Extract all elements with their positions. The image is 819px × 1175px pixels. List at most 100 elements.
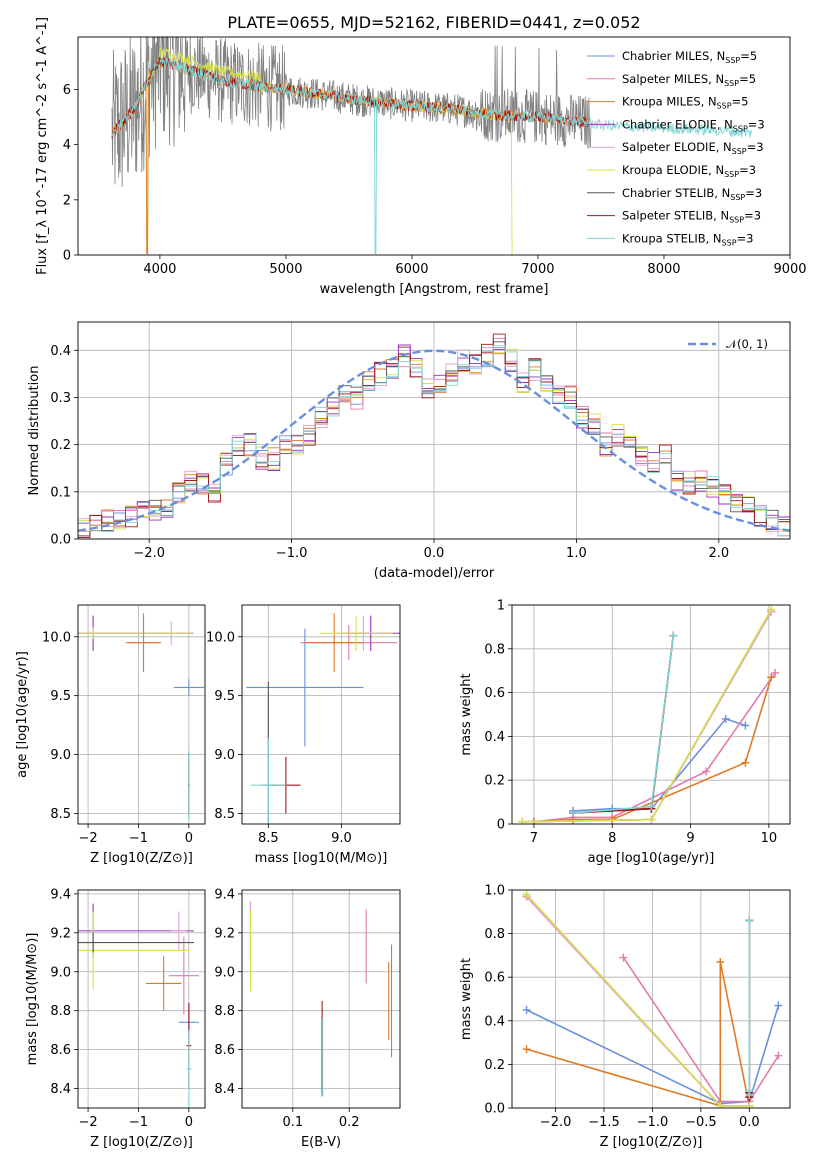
legend-entry-sub: SSP	[730, 193, 745, 202]
legend-entry-suffix: =5	[740, 49, 757, 63]
point-marker	[721, 714, 730, 723]
x-tick-label: 0.2	[339, 1115, 360, 1130]
x-tick-label: −1	[129, 831, 148, 846]
errorbar-kroupa-elodie	[78, 627, 194, 640]
mw_vs_Z-axes: −2.0 −1.5 −1.0 −0.5 0.0 0.0 0.2 0.4 0.6 0.8 1.0 Z […	[459, 884, 791, 1150]
legend-entry-sub: SSP	[733, 124, 748, 133]
y-tick-label: 8.6	[214, 1043, 235, 1058]
spectrum-plot	[111, 37, 753, 255]
y-axis-label: mass [log10(M/M⊙)]	[25, 933, 40, 1066]
legend-entry: Salpeter MILES, NSSP=5	[622, 72, 756, 88]
y-tick-label: 6	[63, 83, 71, 98]
point-marker	[741, 758, 750, 767]
legend-entry-suffix: =3	[739, 163, 756, 177]
legend-entry-sub: SSP	[725, 56, 740, 65]
y-tick-label: 8.5	[214, 807, 235, 822]
legend-entry-suffix: =3	[737, 231, 754, 245]
x-tick-label: 9.0	[331, 831, 352, 846]
point-marker	[702, 767, 711, 776]
x-tick-label: −2	[78, 831, 97, 846]
x-tick-label: 6000	[395, 262, 428, 277]
legend-entry-sub: SSP	[724, 170, 739, 179]
y-tick-label: 9.0	[50, 748, 71, 763]
legend-entry-suffix: =3	[745, 186, 762, 200]
y-tick-label: 9.0	[50, 965, 71, 980]
x-axis-label: Z [log10(Z/Z⊙)]	[600, 1135, 703, 1150]
y-tick-label: 10.0	[206, 630, 235, 645]
x-axis-label: age [log10(age/yr)]	[588, 851, 715, 866]
point-marker	[774, 1051, 783, 1060]
y-tick-label: 8.4	[50, 1082, 71, 1097]
x-tick-label: 10	[761, 831, 778, 846]
errorbar-salpeter-miles	[168, 936, 199, 1015]
x-tick-label: 0.0	[424, 546, 445, 561]
x-tick-label: 0	[185, 831, 193, 846]
y-tick-label: 9.5	[214, 689, 235, 704]
y-tick-label: 0.0	[50, 533, 71, 548]
point-marker	[767, 673, 776, 682]
x-tick-label: 8000	[647, 262, 680, 277]
y-tick-label: 0.6	[484, 971, 505, 986]
x-tick-label: −2.0	[540, 1115, 572, 1130]
legend-entry-suffix: =3	[744, 209, 761, 223]
legend-entry-label: Kroupa STELIB, N	[622, 231, 722, 245]
axes-frame	[77, 36, 791, 256]
y-tick-label: 8.4	[214, 1082, 235, 1097]
y-tick-label: 0	[497, 818, 505, 833]
point-marker	[569, 809, 578, 818]
mw_vs_age-axes: 7 8 9 10 0 0.2 0.4 0.6 0.8 1 age [log10(age/yr)] ma…	[459, 599, 791, 866]
y-axis-label: mass weight	[459, 958, 474, 1040]
series-kroupa-elodie	[525, 893, 750, 1107]
mass_vs_ebv-plot	[249, 901, 393, 1097]
series-salpeter-stelib	[573, 635, 675, 814]
point-marker	[669, 631, 678, 640]
gaussian-legend-label: 𝒩(0, 1)	[726, 337, 768, 351]
y-tick-label: 8.8	[214, 1004, 235, 1019]
legend-entry: Chabrier STELIB, NSSP=3	[622, 186, 762, 202]
y-tick-label: 0.4	[50, 344, 71, 359]
x-tick-label: 4000	[143, 262, 176, 277]
series-kroupa-elodie	[522, 609, 772, 823]
y-tick-label: 2	[63, 193, 71, 208]
y-tick-label: 1.0	[484, 884, 505, 899]
legend-entry: Kroupa MILES, NSSP=5	[622, 95, 748, 111]
axes-frame	[77, 889, 206, 1109]
figure-title: PLATE=0655, MJD=52162, FIBERID=0441, z=0…	[227, 13, 640, 32]
x-tick-label: −1	[129, 1115, 148, 1130]
axes-frame	[511, 889, 791, 1109]
legend-entry: Salpeter STELIB, NSSP=3	[622, 209, 761, 225]
errorbar-chabrier-miles	[173, 679, 204, 696]
y-tick-label: 0.6	[484, 686, 505, 701]
x-tick-label: 7000	[521, 262, 554, 277]
mass_vs_Z-plot	[78, 903, 199, 1108]
x-tick-label: 7	[530, 831, 538, 846]
series-chabrier-elodie	[522, 611, 772, 823]
series-salpeter-elodie	[525, 895, 750, 1107]
errorbar-kroupa-stelib	[250, 738, 286, 824]
legend-entry-label: Kroupa MILES, N	[622, 95, 717, 109]
legend-entry: Kroupa ELODIE, NSSP=3	[622, 163, 756, 179]
mw_vs_age-plot	[518, 605, 780, 824]
y-tick-label: 9.2	[214, 926, 235, 941]
legend-entry-suffix: =5	[732, 95, 749, 109]
gaussian-curve	[78, 349, 790, 532]
x-tick-label: −2	[78, 1115, 97, 1130]
y-tick-label: 8.8	[50, 1004, 71, 1019]
y-tick-label: 0.4	[484, 1014, 505, 1029]
point-marker	[767, 605, 776, 614]
axes-frame	[241, 889, 401, 1109]
x-tick-label: 8	[608, 831, 616, 846]
errorbar-chabrier-stelib	[78, 932, 194, 953]
age_vs_mass-axes: 8.5 9.0 8.5 9.0 9.5 10.0 mass [log10(M/M⊙)]	[206, 604, 401, 866]
legend-entry-suffix: =5	[739, 72, 756, 86]
series-chabrier-stelib	[573, 635, 675, 814]
y-tick-label: 9.4	[214, 887, 235, 902]
x-tick-label: 5000	[269, 262, 302, 277]
residuals-axes: −2.0 −1.0 0.0 1.0 2.0 0.0 0.1 0.2 0.3 0.4 (data-mo…	[27, 321, 791, 581]
y-axis-label: Flux [f_λ 10^-17 erg cm^-2 s^-1 A^-1]	[35, 17, 50, 275]
legend-entry-label: Chabrier ELODIE, N	[622, 117, 733, 131]
y-tick-label: 0.3	[50, 391, 71, 406]
legend-entry-label: Salpeter STELIB, N	[622, 209, 729, 223]
point-marker	[647, 815, 656, 824]
